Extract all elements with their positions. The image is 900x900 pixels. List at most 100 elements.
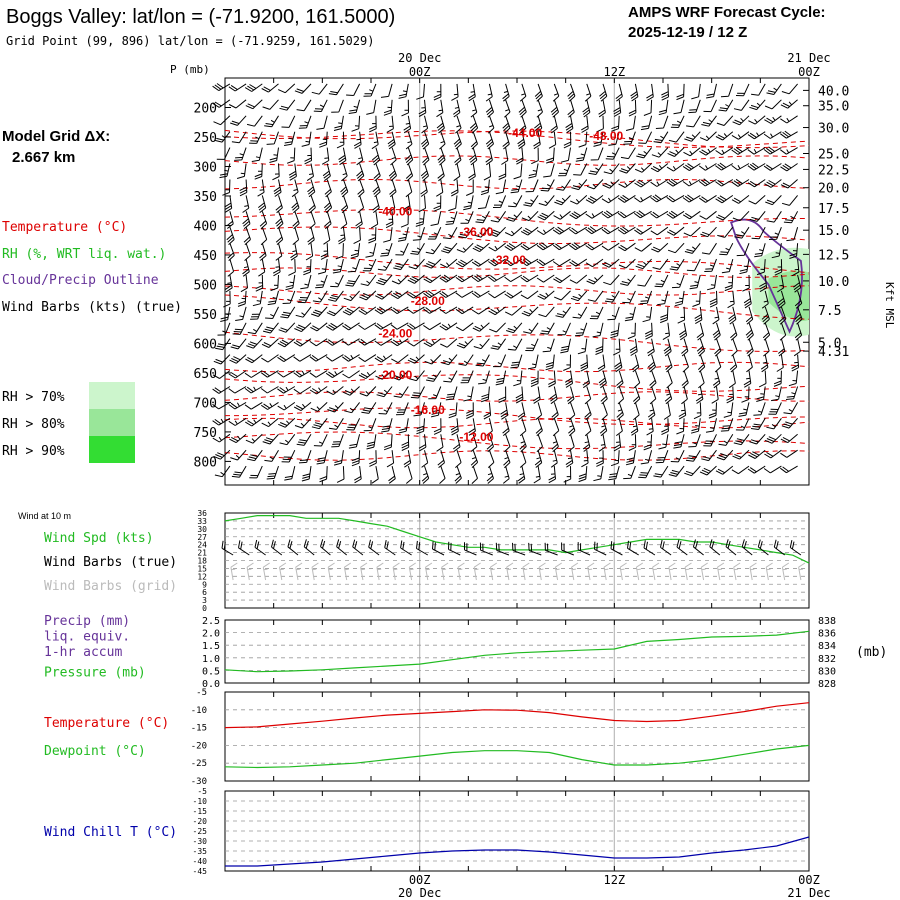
wind-barb — [534, 450, 543, 468]
top-date-label: 21 Dec — [787, 51, 830, 65]
wind-barb — [555, 179, 571, 191]
wind-barb — [569, 258, 588, 267]
wind-barb — [453, 163, 461, 182]
wind-barb — [368, 227, 377, 244]
wind-barb — [766, 211, 782, 223]
wind-barb — [504, 274, 523, 283]
wind-barb — [731, 163, 750, 171]
wind-barb — [515, 386, 524, 404]
temperature-contour — [224, 178, 810, 190]
wind-barb — [212, 433, 231, 443]
wind-barb — [380, 243, 393, 257]
wind-barb — [781, 83, 798, 95]
wind-barb — [650, 194, 669, 203]
wind-barb — [408, 370, 425, 382]
wind-barb — [284, 465, 296, 481]
wind-barb — [492, 195, 507, 208]
wind-chill-panel: -5-10-15-20-25-30-35-40-45 Wind Chill T (… — [44, 787, 810, 876]
wind-barb — [715, 210, 734, 221]
wind-barb — [358, 370, 377, 380]
wind-barb — [439, 322, 458, 331]
wind-barb — [421, 450, 429, 468]
wind-barb — [441, 354, 458, 366]
wind-barb — [764, 179, 782, 188]
forecast-cycle: 2025-12-19 / 12 Z — [628, 24, 747, 41]
precip-tick-label: 0.5 — [202, 666, 220, 677]
wind-barb — [698, 370, 705, 389]
wind-barb — [538, 195, 555, 206]
wind-barb — [715, 194, 734, 204]
pressure-tick-label: 200 — [194, 101, 217, 116]
wind-barb — [718, 434, 734, 446]
wind-barb — [677, 306, 686, 324]
wind-barb — [275, 211, 284, 230]
wind-barb — [731, 146, 750, 155]
wind-barb — [452, 434, 461, 452]
wind-barb — [682, 194, 701, 203]
wind-barb — [582, 434, 591, 452]
wind-barb — [348, 99, 361, 114]
wind-barb — [555, 306, 571, 318]
wind-barb — [478, 370, 490, 385]
wind-barb — [599, 418, 608, 437]
temperature-contour — [224, 391, 810, 402]
wind-barb — [585, 210, 604, 219]
wind-barb — [631, 354, 640, 373]
wind-barb — [578, 131, 588, 148]
wind-barb — [732, 210, 750, 222]
bottom-date-label: 20 Dec — [398, 886, 441, 900]
wind-barb — [342, 306, 360, 316]
wind-barb — [293, 402, 312, 412]
wind-barb — [265, 306, 279, 319]
wind-barb — [342, 338, 360, 346]
wind-barb — [393, 386, 409, 398]
wind-barb — [278, 322, 296, 333]
wind-barb-true — [512, 542, 526, 556]
temperature-contour — [224, 267, 810, 278]
wind-barb — [572, 306, 588, 319]
wind-barb — [261, 83, 279, 93]
wind-barb — [486, 434, 494, 453]
wind-barb — [405, 163, 414, 182]
wind-barb — [301, 131, 312, 147]
rh-legend-swatch — [89, 436, 135, 463]
wind-barb — [475, 211, 490, 224]
wind-barb — [673, 434, 685, 449]
wind-barb-true — [757, 539, 769, 556]
wind-barb-grid — [230, 562, 238, 581]
wind-barb — [756, 386, 766, 402]
wind-barb — [294, 417, 312, 429]
wind-barb — [510, 354, 523, 369]
wind-barb — [427, 226, 442, 240]
wind-barb — [652, 258, 669, 270]
wind-barb — [344, 402, 360, 414]
wind-barb — [568, 402, 576, 421]
wind-barb — [406, 306, 425, 314]
wind-barb — [615, 418, 623, 436]
wind-barb — [374, 338, 393, 346]
wind-barb-grid — [635, 562, 644, 581]
chill-tick-label: -20 — [193, 817, 208, 826]
wind-barb — [423, 306, 442, 314]
wind-barb — [458, 354, 474, 366]
wind-barb — [596, 450, 604, 467]
wind-barb — [277, 370, 296, 378]
wind-barb — [286, 147, 296, 164]
wind-barb — [758, 370, 767, 388]
wind-barb-true — [303, 539, 315, 556]
wind-barb — [716, 449, 734, 461]
wind-barb — [456, 242, 474, 253]
wind-barb — [294, 83, 312, 94]
wind-barb — [322, 163, 331, 182]
wind-barb — [277, 83, 296, 94]
height-tick-label: 10.0 — [818, 275, 849, 290]
wind-barb — [212, 370, 231, 379]
legend-temperature: Temperature (°C) — [2, 220, 127, 235]
wind-barb — [391, 354, 409, 364]
wind-barb — [485, 99, 494, 118]
wind-barb — [502, 115, 511, 134]
wind-barb-grid — [717, 562, 725, 581]
wind-barb — [423, 290, 442, 299]
wind-barb — [543, 163, 555, 178]
wind-barb — [212, 99, 231, 108]
